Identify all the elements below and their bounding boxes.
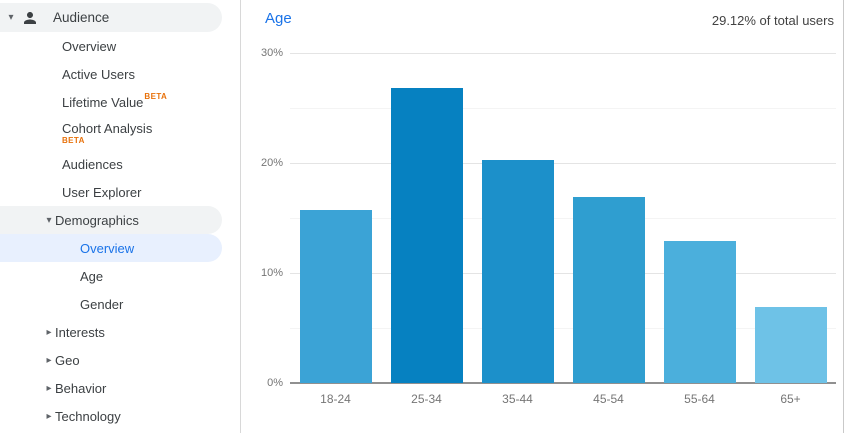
y-axis-tick-label: 10% xyxy=(260,267,283,279)
bar-65+[interactable] xyxy=(754,307,827,383)
bar-18-24[interactable] xyxy=(299,210,372,383)
sidebar-item-label: Cohort Analysis xyxy=(62,120,153,136)
percent-of-total-users: 29.12% of total users xyxy=(711,13,834,28)
sidebar-item-label: User Explorer xyxy=(62,184,142,200)
sidebar-item-label: Active Users xyxy=(62,66,135,82)
sidebar-item-audience[interactable]: ▾ Audience xyxy=(0,3,222,32)
chevron-right-icon: ▸ xyxy=(46,410,52,422)
minor-gridline xyxy=(290,328,836,329)
x-axis-tick-label: 45-54 xyxy=(593,392,624,406)
chevron-right-icon: ▸ xyxy=(46,354,52,366)
sidebar-item-label: Demographics xyxy=(55,212,139,228)
sidebar-item-audiences[interactable]: Audiences xyxy=(0,150,240,178)
bar-25-34[interactable] xyxy=(390,88,463,383)
chevron-right-icon: ▸ xyxy=(46,382,52,394)
sidebar-item-overview[interactable]: Overview xyxy=(0,32,240,60)
sidebar-item-label: Geo xyxy=(55,352,80,368)
beta-badge: BETA xyxy=(62,135,85,145)
chart-title-link[interactable]: Age xyxy=(265,10,292,27)
sidebar-item-age[interactable]: Age xyxy=(0,262,240,290)
sidebar-item-cohort-analysis[interactable]: Cohort Analysis BETA xyxy=(0,116,240,150)
report-card: Age 29.12% of total users 0% 10% 20% 30% 18-… xyxy=(240,0,844,433)
major-gridline xyxy=(290,273,836,274)
beta-badge: BETA xyxy=(144,91,168,101)
sidebar-item-label: Audiences xyxy=(62,156,123,172)
sidebar-item-active-users[interactable]: Active Users xyxy=(0,60,240,88)
sidebar-item-behavior[interactable]: ▸ Behavior xyxy=(0,374,240,402)
minor-gridline xyxy=(290,218,836,219)
sidebar-item-demographics[interactable]: ▾ Demographics xyxy=(0,206,222,234)
y-axis-tick-label: 0% xyxy=(267,377,283,389)
sidebar-item-technology[interactable]: ▸ Technology xyxy=(0,402,240,430)
plot-area: 0% 10% 20% 30% 18-24 25-34 35-44 45-54 55-64 65+ xyxy=(261,47,836,406)
y-axis-tick-label: 20% xyxy=(260,157,283,169)
bar-35-44[interactable] xyxy=(481,159,554,383)
sidebar-section-label: Audience xyxy=(53,10,110,25)
bar-55-64[interactable] xyxy=(663,241,736,383)
sidebar-item-user-explorer[interactable]: User Explorer xyxy=(0,178,240,206)
person-icon xyxy=(21,9,39,27)
sidebar-item-demographics-overview[interactable]: Overview xyxy=(0,234,222,262)
x-axis-tick-label: 35-44 xyxy=(502,392,533,406)
sidebar-item-interests[interactable]: ▸ Interests xyxy=(0,318,240,346)
chevron-down-icon: ▾ xyxy=(8,12,14,23)
x-axis-line xyxy=(290,382,836,384)
sidebar-item-geo[interactable]: ▸ Geo xyxy=(0,346,240,374)
sidebar-item-label: Gender xyxy=(80,296,124,312)
sidebar-item-label: Overview xyxy=(62,38,117,54)
sidebar-item-gender[interactable]: Gender xyxy=(0,290,240,318)
sidebar-item-label: Age xyxy=(80,268,104,284)
y-axis-tick-label: 30% xyxy=(260,47,283,59)
bar-45-54[interactable] xyxy=(572,197,645,383)
major-gridline xyxy=(290,53,836,54)
sidebar: ▾ Audience Overview Active Users Lifetim… xyxy=(0,0,240,433)
sidebar-item-label: Technology xyxy=(55,408,121,424)
x-axis-tick-label: 65+ xyxy=(780,392,801,406)
chevron-down-icon: ▾ xyxy=(46,214,52,226)
x-axis-tick-label: 25-34 xyxy=(411,392,442,406)
minor-gridline xyxy=(290,108,836,109)
major-gridline xyxy=(290,163,836,164)
x-axis-tick-label: 55-64 xyxy=(684,392,715,406)
sidebar-item-label: Lifetime Value xyxy=(62,94,144,110)
sidebar-item-label: Behavior xyxy=(55,380,107,396)
sidebar-item-label: Overview xyxy=(80,240,135,256)
sidebar-item-lifetime-value[interactable]: Lifetime Value BETA xyxy=(0,88,240,116)
chevron-right-icon: ▸ xyxy=(46,326,52,338)
x-axis-tick-label: 18-24 xyxy=(320,392,351,406)
sidebar-item-label: Interests xyxy=(55,324,105,340)
